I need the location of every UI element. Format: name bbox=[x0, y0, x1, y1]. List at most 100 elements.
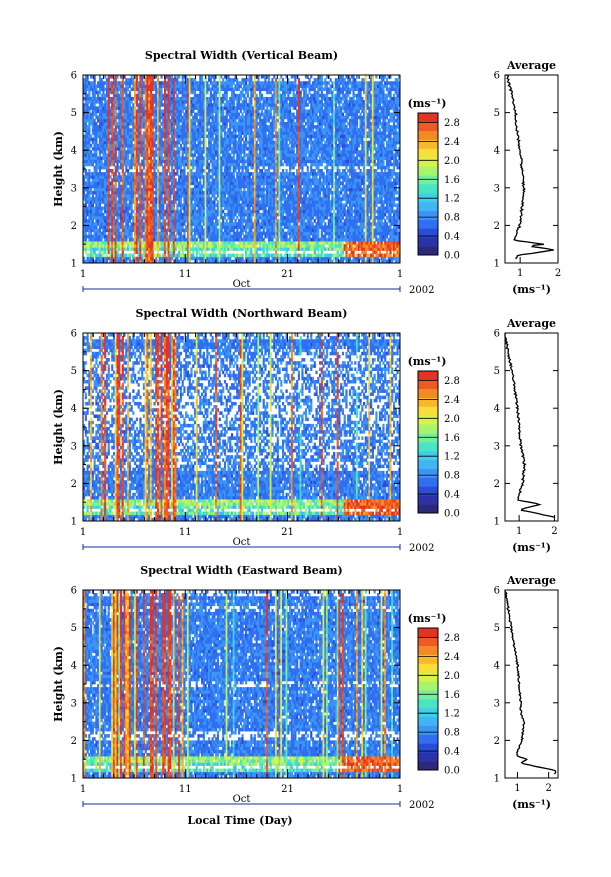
heatmap-cell bbox=[232, 103, 235, 107]
heatmap-cell bbox=[171, 253, 174, 258]
heatmap-cell bbox=[160, 212, 163, 217]
heatmap-cell bbox=[164, 175, 167, 179]
heatmap-cell bbox=[104, 181, 107, 186]
heatmap-cell bbox=[105, 256, 109, 261]
heatmap-cell bbox=[119, 81, 123, 85]
heatmap-cell bbox=[142, 234, 146, 239]
heatmap-cell bbox=[119, 109, 123, 113]
heatmap-cell bbox=[167, 159, 170, 164]
heatmap-cell bbox=[144, 184, 147, 189]
time-axis-title: Local Time (Day) bbox=[187, 814, 292, 827]
heatmap-cell bbox=[211, 134, 214, 139]
heatmap-cell bbox=[119, 175, 123, 179]
heatmap-cell bbox=[105, 156, 109, 160]
heatmap-cell bbox=[118, 178, 121, 182]
heatmap-cell bbox=[153, 228, 156, 233]
heatmap-cell bbox=[118, 184, 121, 189]
heatmap-cell bbox=[109, 194, 112, 198]
heatmap-cell bbox=[93, 231, 96, 236]
heatmap-cell bbox=[102, 140, 105, 145]
heatmap-cell bbox=[104, 234, 107, 239]
heatmap-cell bbox=[86, 125, 89, 129]
heatmap-cell bbox=[156, 234, 160, 239]
heatmap-cell bbox=[149, 190, 153, 195]
heatmap-cell bbox=[158, 140, 161, 145]
heatmap-cell bbox=[111, 250, 114, 254]
heatmap-cell bbox=[165, 137, 168, 142]
heatmap-cell bbox=[83, 178, 86, 182]
heatmap-cell bbox=[148, 125, 151, 129]
heatmap-cell bbox=[114, 225, 117, 229]
heatmap-cell bbox=[100, 156, 103, 160]
heatmap-cell bbox=[111, 106, 114, 110]
heatmap-cell bbox=[90, 153, 93, 157]
heatmap-cell bbox=[139, 169, 142, 173]
heatmap-cell bbox=[149, 241, 153, 245]
heatmap-cell bbox=[100, 241, 103, 245]
heatmap-cell bbox=[151, 203, 154, 207]
heatmap-cell bbox=[162, 225, 165, 229]
heatmap-cell bbox=[183, 172, 186, 176]
heatmap-cell bbox=[86, 84, 89, 88]
heatmap-cell bbox=[171, 256, 174, 261]
heatmap-cell bbox=[141, 159, 144, 164]
heatmap-cell bbox=[149, 81, 153, 85]
heatmap-cell bbox=[125, 187, 128, 192]
heatmap-cell bbox=[141, 140, 144, 145]
heatmap-cell bbox=[144, 231, 147, 236]
heatmap-cell bbox=[98, 234, 102, 239]
heatmap-cell bbox=[128, 96, 131, 101]
heatmap-cell bbox=[142, 190, 146, 195]
heatmap-cell bbox=[105, 165, 109, 170]
heatmap-cell bbox=[118, 237, 121, 242]
heatmap-cell bbox=[119, 222, 123, 226]
heatmap-cell bbox=[121, 241, 124, 245]
heatmap-cell bbox=[132, 228, 135, 233]
heatmap-cell bbox=[156, 237, 160, 242]
heatmap-cell bbox=[86, 175, 89, 179]
heatmap-cell bbox=[139, 109, 142, 113]
heatmap-cell bbox=[100, 131, 103, 135]
heatmap-cell bbox=[132, 78, 135, 82]
heatmap-cell bbox=[144, 194, 147, 198]
heatmap-cell bbox=[142, 134, 146, 139]
heatmap-cell bbox=[153, 134, 156, 139]
heatmap-cell bbox=[98, 212, 102, 217]
heatmap-cell bbox=[149, 234, 153, 239]
heatmap-cell bbox=[141, 200, 144, 204]
heatmap-cell bbox=[97, 206, 100, 211]
heatmap-cell bbox=[134, 247, 137, 251]
heatmap-cell bbox=[111, 156, 114, 160]
heatmap-cell bbox=[107, 237, 110, 242]
heatmap-cell bbox=[237, 162, 241, 167]
heatmap-cell bbox=[144, 222, 147, 226]
heatmap-cell bbox=[162, 84, 165, 88]
heatmap-cell bbox=[146, 87, 149, 92]
heatmap-cell bbox=[88, 125, 91, 129]
heatmap-cell bbox=[111, 209, 114, 214]
heatmap-cell bbox=[158, 222, 161, 226]
heatmap-cell bbox=[148, 256, 151, 261]
heatmap-cell bbox=[116, 178, 119, 182]
heatmap-cell bbox=[169, 212, 172, 217]
heatmap-cell bbox=[95, 84, 98, 88]
heatmap-cell bbox=[135, 244, 138, 248]
heatmap-cell bbox=[188, 184, 191, 189]
heatmap-cell bbox=[111, 253, 114, 258]
heatmap-cell bbox=[171, 103, 174, 107]
heatmap-cell bbox=[216, 241, 219, 245]
heatmap-cell bbox=[86, 143, 89, 148]
heatmap-cell bbox=[171, 96, 174, 101]
heatmap-cell bbox=[148, 84, 151, 88]
heatmap-cell bbox=[123, 259, 126, 264]
heatmap-cell bbox=[100, 253, 103, 258]
heatmap-cell bbox=[100, 222, 103, 226]
heatmap-cell bbox=[169, 203, 172, 207]
heatmap-cell bbox=[84, 96, 87, 101]
heatmap-cell bbox=[128, 253, 131, 258]
heatmap-cell bbox=[88, 256, 91, 261]
heatmap-cell bbox=[130, 118, 133, 123]
heatmap-cell bbox=[137, 87, 140, 92]
heatmap-cell bbox=[148, 103, 151, 107]
heatmap-cell bbox=[176, 78, 179, 82]
